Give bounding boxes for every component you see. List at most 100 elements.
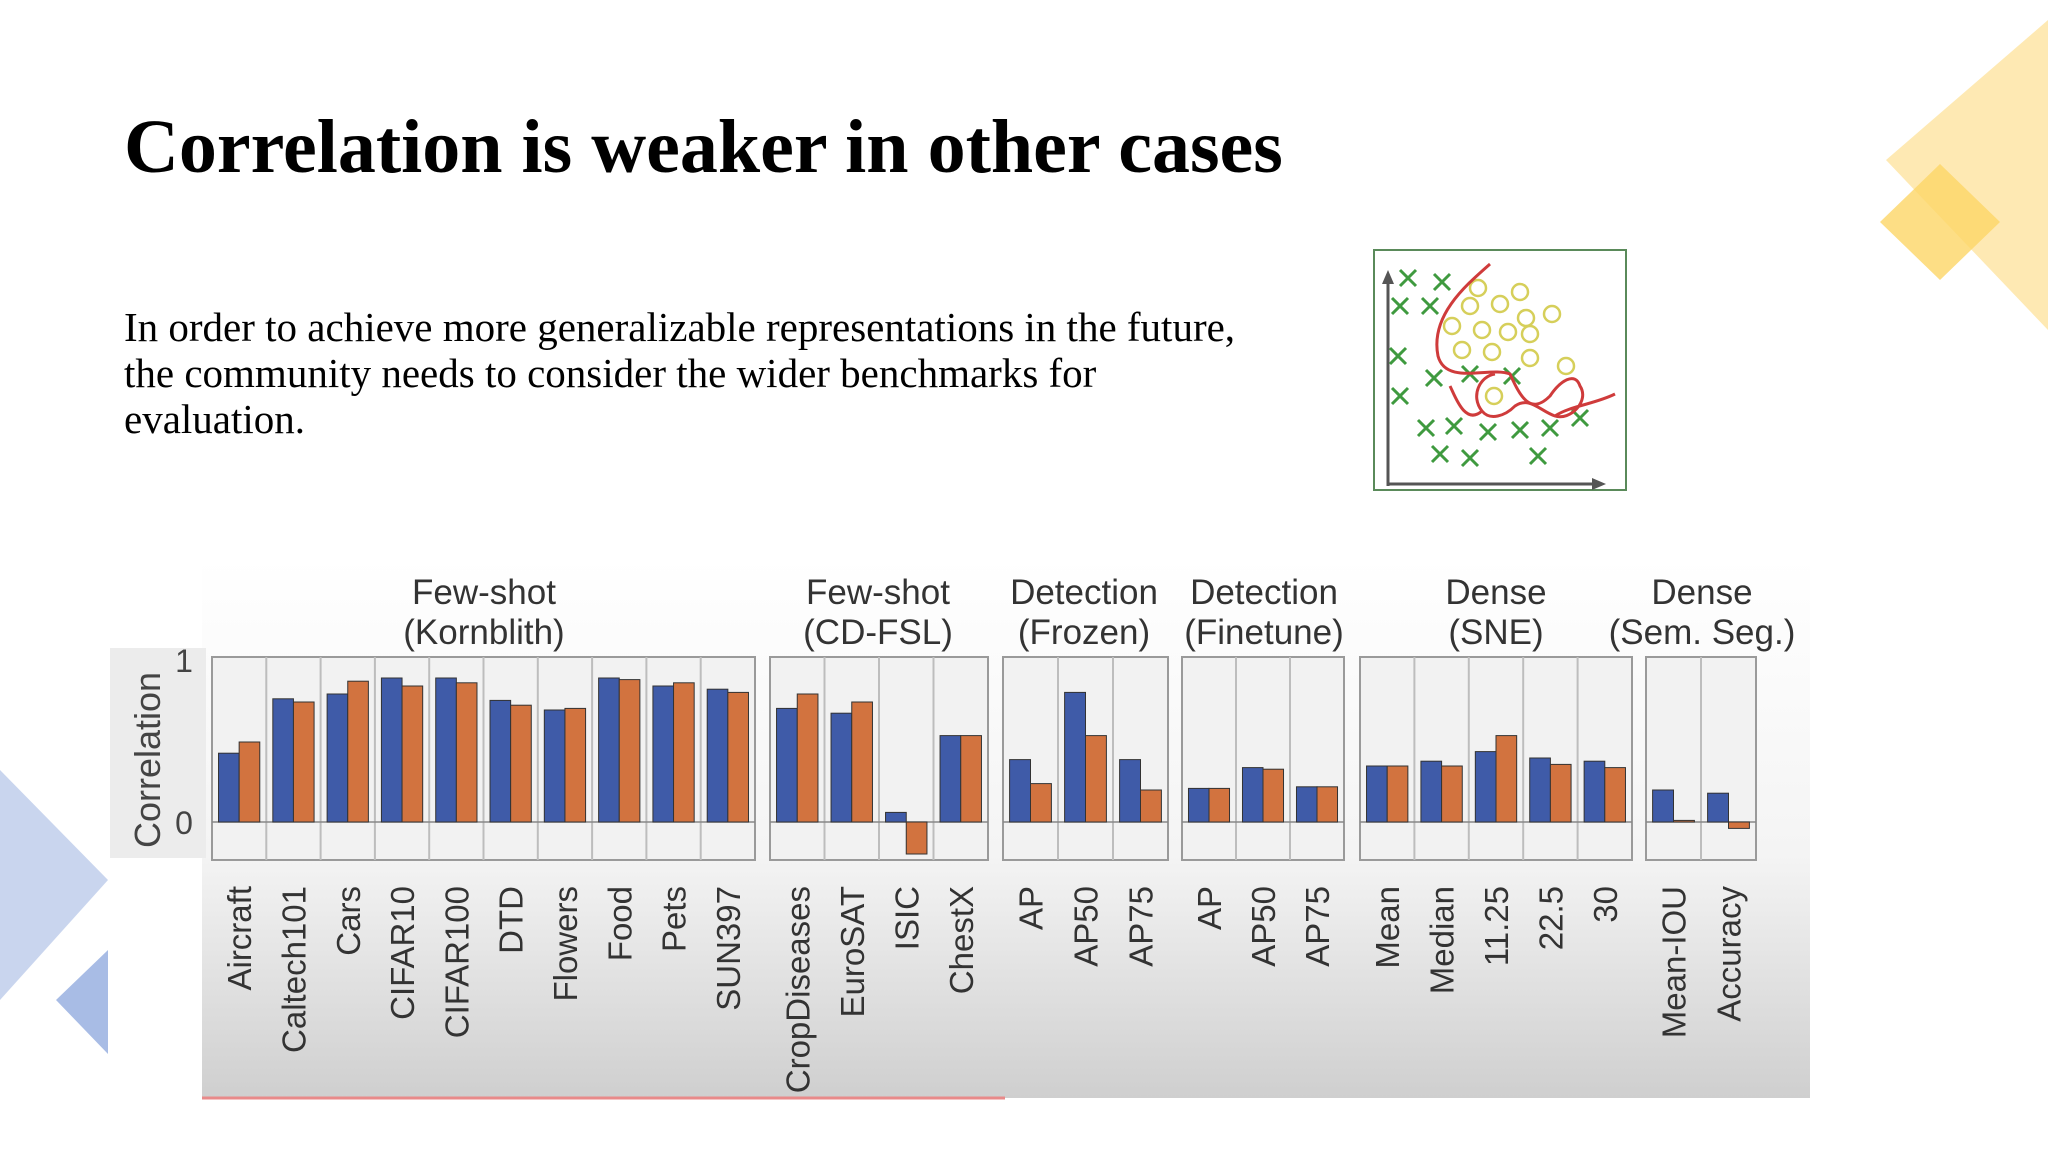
category-label: ISIC [888, 886, 925, 950]
slide-title: Correlation is weaker in other cases [124, 105, 1283, 189]
bar-series-a [1420, 760, 1443, 823]
group-header-line2: (CD-FSL) [803, 613, 953, 652]
illustration-x-mark [1420, 296, 1440, 316]
bar-series-b [1441, 765, 1463, 823]
bar-series-b [673, 682, 695, 823]
illustration-boundary-curve [1448, 385, 1483, 417]
category-label: 11.25 [1478, 886, 1515, 966]
category-label: EuroSAT [834, 886, 871, 1017]
bar-series-b [796, 693, 819, 823]
illustration-o-mark [1510, 282, 1530, 302]
illustration-x-arrow [1592, 478, 1606, 490]
illustration-y-arrow [1382, 270, 1394, 284]
category-label: Accuracy [1711, 886, 1748, 1022]
illustration-x-mark [1388, 346, 1408, 366]
bar-series-a [830, 712, 853, 823]
bar-series-a [326, 693, 349, 823]
illustration-o-mark [1472, 320, 1492, 340]
y-tick-label: 0 [175, 805, 193, 841]
group-header-line1: Dense [1651, 573, 1752, 612]
bar-series-a [776, 707, 798, 823]
bar-series-a [1241, 767, 1264, 823]
bar-series-a [1295, 786, 1318, 823]
group-header-line1: Few-shot [412, 573, 556, 612]
bar-series-b [1495, 735, 1518, 823]
illustration-o-mark [1468, 278, 1488, 298]
bar-series-b [1386, 765, 1409, 823]
category-label: AP75 [1123, 886, 1160, 967]
bar-series-a [939, 735, 962, 823]
illustration-o-mark [1442, 316, 1462, 336]
deco-yellow-diamond-large [1886, 20, 2048, 330]
bar-series-b [510, 704, 532, 823]
illustration-o-mark [1482, 342, 1502, 362]
bar-series-a [218, 752, 240, 823]
group-header-line1: Few-shot [806, 573, 950, 612]
bar-series-b [1030, 783, 1052, 823]
slide-body-text: In order to achieve more generalizable r… [124, 304, 1324, 442]
bar-series-a [652, 685, 675, 823]
illustration-x-mark [1424, 368, 1444, 388]
bar-series-a [1366, 765, 1388, 823]
bar-series-b [238, 741, 261, 823]
bar-series-b [1728, 821, 1750, 829]
illustration-marks [1388, 268, 1590, 468]
category-label: Pets [656, 886, 693, 952]
illustration-x-mark [1390, 386, 1410, 406]
bar-series-b [455, 682, 478, 823]
bar-series-a [1187, 787, 1210, 823]
category-label: AP50 [1068, 886, 1105, 967]
illustration-o-mark [1490, 294, 1510, 314]
group-header-line2: (Finetune) [1184, 613, 1344, 652]
bar-series-a [598, 677, 620, 823]
group-header-line2: (Sem. Seg.) [1609, 613, 1796, 652]
category-label: CIFAR100 [438, 886, 475, 1038]
bar-series-b [1208, 787, 1231, 823]
group-header-line1: Detection [1010, 573, 1158, 612]
bar-series-a [1119, 759, 1141, 823]
bar-series-b [905, 821, 928, 855]
illustration-x-mark [1444, 416, 1464, 436]
illustration-x-mark [1390, 296, 1410, 316]
illustration-o-mark [1484, 386, 1504, 406]
bar-series-b [1673, 819, 1695, 823]
category-label: Caltech101 [275, 886, 312, 1053]
bar-series-b [851, 701, 873, 823]
category-label: 22.5 [1532, 886, 1569, 950]
bar-series-a [380, 677, 403, 823]
category-label: 30 [1587, 886, 1624, 923]
body-line: In order to achieve more generalizable r… [124, 304, 1236, 350]
illustration-o-mark [1520, 348, 1540, 368]
category-label: ChestX [943, 886, 980, 994]
bar-series-b [1549, 763, 1572, 823]
bar-series-b [401, 685, 424, 823]
illustration-x-mark [1430, 444, 1450, 464]
illustration-boundary-curve [1435, 262, 1616, 419]
category-label: AP75 [1299, 886, 1336, 967]
bar-series-b [1262, 768, 1285, 823]
illustration-x-mark [1398, 268, 1418, 288]
illustration-x-mark [1416, 418, 1436, 438]
group-header-line2: (SNE) [1448, 613, 1543, 652]
bar-series-b [1085, 735, 1107, 823]
bar-series-a [1064, 691, 1086, 823]
deco-blue-diamond-large [0, 770, 108, 1000]
bar-series-a [272, 698, 294, 823]
illustration-o-mark [1498, 322, 1518, 342]
bar-series-a [1474, 751, 1497, 823]
category-label: Mean-IOU [1656, 886, 1693, 1038]
bar-series-a [1529, 757, 1551, 823]
illustration-o-mark [1556, 356, 1576, 376]
category-label: Flowers [547, 886, 584, 1002]
illustration-x-mark [1540, 418, 1560, 438]
bar-series-b [292, 701, 315, 823]
illustration-o-mark [1520, 324, 1540, 344]
bar-series-b [960, 735, 982, 823]
group-header-line1: Detection [1190, 573, 1338, 612]
illustration-x-mark [1432, 272, 1452, 292]
bar-series-b [1604, 767, 1626, 823]
category-label: Cars [330, 886, 367, 956]
bar-series-a [1583, 760, 1606, 823]
category-label: AP [1191, 886, 1228, 930]
bar-series-a [1009, 759, 1031, 823]
